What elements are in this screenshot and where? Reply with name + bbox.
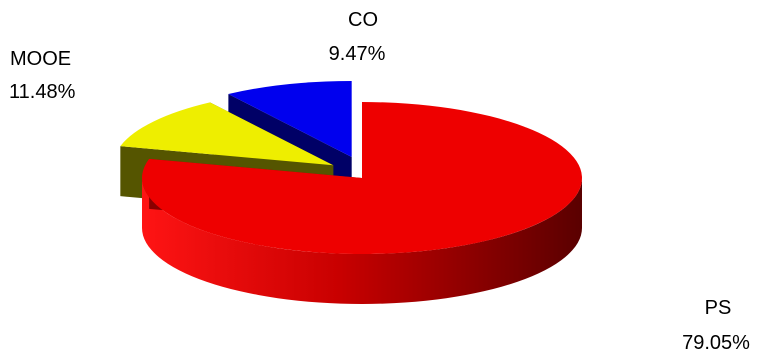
slice-co [228,80,352,157]
slice-value-mooe: 11.48% [9,81,76,103]
slice-outer-wall-ps [142,178,582,304]
slice-ps [142,102,583,254]
pie-labels: CO 9.47% MOOE 11.48% PS 79.05% [9,9,750,354]
slice-label-co: CO [348,9,378,31]
slice-value-ps: 79.05% [682,332,750,354]
slice-mooe [120,102,334,166]
slice-label-mooe: MOOE [10,48,71,70]
pie-top-faces [120,80,583,254]
slice-value-co: 9.47% [329,43,386,65]
slice-label-ps: PS [705,297,732,319]
